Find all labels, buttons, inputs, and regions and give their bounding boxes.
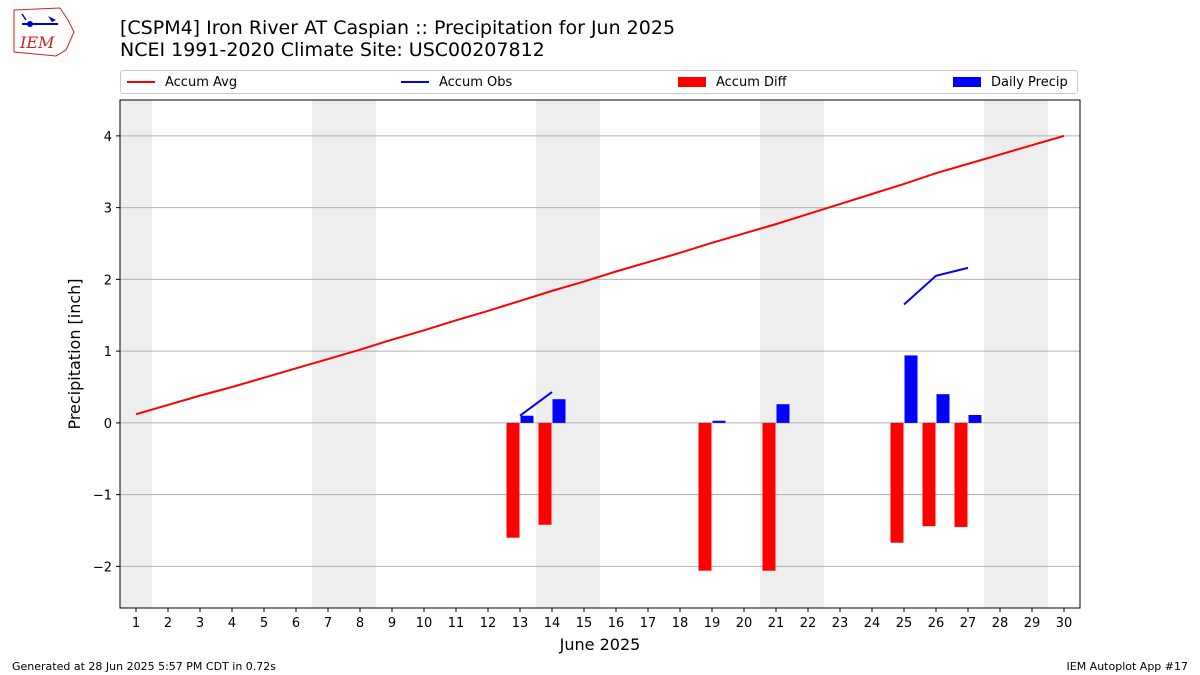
x-tick-label: 3	[196, 616, 204, 631]
x-tick-label: 29	[1024, 616, 1041, 631]
daily-precip-bar	[552, 399, 566, 423]
legend-label-accum-avg: Accum Avg	[165, 74, 238, 90]
x-tick-label: 11	[448, 616, 465, 631]
accum-diff-bar	[698, 422, 712, 571]
x-tick-label: 5	[260, 616, 268, 631]
chart-legend: Accum Avg Accum Obs Accum Diff Daily Pre…	[120, 70, 1078, 94]
x-tick-label: 25	[896, 616, 913, 631]
x-tick-label: 7	[324, 616, 332, 631]
x-tick-label: 9	[388, 616, 396, 631]
accum-diff-bar	[890, 422, 904, 543]
daily-precip-bar	[520, 415, 534, 423]
daily-precip-bar	[904, 355, 918, 423]
plot-frame	[119, 99, 1081, 609]
legend-item-accum-obs: Accum Obs	[401, 71, 512, 93]
x-tick-label: 30	[1056, 616, 1073, 631]
x-tick-label: 14	[544, 616, 561, 631]
x-tick-label: 6	[292, 616, 300, 631]
x-tick-label: 22	[800, 616, 817, 631]
x-tick-label: 18	[672, 616, 689, 631]
x-tick-label: 28	[992, 616, 1009, 631]
legend-swatch-daily-precip	[953, 77, 981, 87]
x-tick-label: 1	[132, 616, 140, 631]
x-tick-label: 23	[832, 616, 849, 631]
y-tick-label: 1	[104, 345, 112, 360]
legend-swatch-accum-obs	[401, 81, 429, 83]
x-tick-label: 4	[228, 616, 236, 631]
accum-avg-line	[135, 134, 1065, 416]
accum-diff-bar	[762, 422, 776, 571]
y-tick-label: 3	[104, 202, 112, 217]
legend-swatch-accum-avg	[127, 81, 155, 83]
svg-text:IEM: IEM	[19, 33, 55, 52]
y-tick-label: 2	[104, 273, 112, 288]
accum-diff-bar	[954, 422, 968, 527]
weekend-band	[536, 100, 600, 608]
generated-timestamp: Generated at 28 Jun 2025 5:57 PM CDT in …	[12, 660, 277, 673]
x-tick-label: 12	[480, 616, 497, 631]
x-tick-label: 24	[864, 616, 881, 631]
x-tick-label: 26	[928, 616, 945, 631]
accum-obs-line	[519, 391, 553, 417]
x-axis-label: June 2025	[559, 635, 641, 654]
daily-precip-bar	[776, 404, 790, 423]
x-tick-label: 17	[640, 616, 657, 631]
legend-item-accum-diff: Accum Diff	[678, 71, 787, 93]
accum-diff-bar	[506, 422, 520, 538]
x-tick-label: 10	[416, 616, 433, 631]
y-tick-label: −1	[93, 489, 112, 504]
x-tick-label: 27	[960, 616, 977, 631]
daily-precip-bar	[968, 414, 982, 423]
chart-title: [CSPM4] Iron River AT Caspian :: Precipi…	[120, 17, 676, 39]
legend-label-accum-diff: Accum Diff	[716, 74, 787, 90]
weekend-band	[120, 100, 152, 608]
x-tick-label: 8	[356, 616, 364, 631]
legend-swatch-accum-diff	[678, 77, 706, 87]
iem-logo: IEM	[13, 7, 75, 57]
y-tick-label: −2	[93, 560, 112, 575]
x-tick-label: 2	[164, 616, 172, 631]
weekend-band	[984, 100, 1048, 608]
accum-diff-bar	[538, 422, 552, 525]
autoplot-app-label: IEM Autoplot App #17	[1066, 660, 1189, 673]
x-tick-label: 19	[704, 616, 721, 631]
x-tick-label: 20	[736, 616, 753, 631]
y-tick-label: 0	[104, 417, 112, 432]
weekend-band	[312, 100, 376, 608]
legend-label-accum-obs: Accum Obs	[439, 74, 513, 90]
legend-item-daily-precip: Daily Precip	[953, 71, 1068, 93]
weekend-band	[760, 100, 824, 608]
x-tick-label: 21	[768, 616, 785, 631]
x-tick-label: 13	[512, 616, 529, 631]
legend-item-accum-avg: Accum Avg	[127, 71, 237, 93]
y-tick-label: 4	[104, 130, 112, 145]
x-tick-label: 15	[576, 616, 593, 631]
legend-label-daily-precip: Daily Precip	[991, 74, 1068, 90]
chart-subtitle: NCEI 1991-2020 Climate Site: USC00207812	[120, 39, 545, 61]
accum-diff-bar	[922, 422, 936, 527]
x-tick-label: 16	[608, 616, 625, 631]
accum-obs-line	[903, 266, 969, 306]
daily-precip-bar	[712, 420, 726, 423]
y-axis-label: Precipitation [inch]	[65, 278, 84, 429]
daily-precip-bar	[936, 394, 950, 423]
